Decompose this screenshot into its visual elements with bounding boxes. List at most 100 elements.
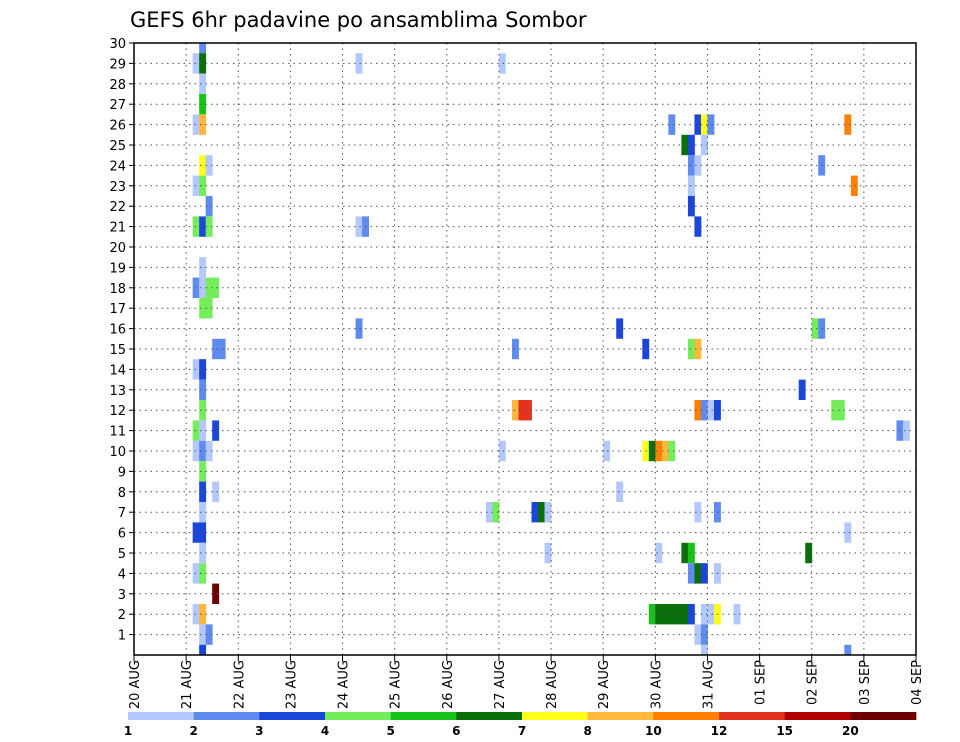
colorbar-label: 12: [711, 724, 728, 738]
precip-cell: [199, 216, 207, 237]
y-tick-label: 15: [109, 343, 126, 358]
precip-cell: [655, 440, 663, 462]
precip-cell: [199, 94, 207, 115]
colorbar-swatch: [390, 712, 457, 720]
precip-cell: [205, 440, 213, 462]
precip-cell: [837, 400, 845, 421]
colorbar-swatch: [259, 712, 326, 720]
y-tick-label: 6: [118, 527, 126, 542]
precip-cell: [700, 400, 708, 421]
colorbar-label: 5: [386, 724, 394, 738]
colorbar-swatch: [193, 712, 260, 720]
colorbar-label: 4: [321, 724, 329, 738]
precip-cell: [694, 155, 702, 176]
precip-cell: [661, 604, 669, 625]
precip-cell: [199, 114, 207, 135]
precip-cell: [674, 604, 682, 625]
precip-cell: [844, 644, 852, 655]
precip-cell: [192, 216, 200, 237]
precip-cell: [525, 400, 532, 421]
x-tick-label: 20 AUG: [128, 660, 143, 709]
precip-cell: [199, 155, 207, 176]
precip-cell: [687, 155, 695, 176]
precip-cell: [485, 502, 493, 523]
precip-cell: [544, 502, 552, 523]
precip-cell: [192, 522, 200, 543]
y-tick-label: 8: [118, 486, 126, 501]
colorbar-label: 10: [645, 724, 662, 738]
precip-cell: [192, 563, 200, 584]
precip-cell: [199, 624, 207, 645]
precip-cell: [603, 440, 611, 462]
precip-cell: [902, 420, 910, 441]
precip-cell: [694, 400, 702, 421]
precip-cell: [355, 318, 363, 339]
y-tick-label: 17: [109, 302, 126, 317]
colorbar-label: 8: [583, 724, 591, 738]
x-tick-label: 26 AUG: [441, 660, 456, 709]
y-tick-label: 2: [118, 608, 126, 623]
precip-cell: [355, 216, 363, 237]
precip-cell: [655, 542, 663, 564]
x-tick-label: 22 AUG: [232, 660, 247, 709]
precip-cell: [199, 175, 207, 196]
chart-title: GEFS 6hr padavine po ansamblima Sombor: [130, 8, 587, 32]
precip-cell: [199, 359, 207, 380]
colorbar-swatch: [653, 712, 720, 720]
x-tick-label: 02 SEP: [806, 660, 821, 705]
precip-cell: [518, 400, 526, 421]
y-tick-label: 29: [109, 57, 126, 72]
colorbar-label: 7: [518, 724, 526, 738]
precip-cell: [212, 481, 220, 502]
y-axis: 1234567891011121314151617181920212223242…: [109, 37, 134, 644]
precip-cell: [199, 379, 207, 400]
y-tick-label: 19: [109, 261, 126, 276]
grid-lines: [134, 43, 916, 655]
precip-cell: [700, 624, 708, 645]
y-tick-label: 7: [118, 506, 126, 521]
y-tick-label: 16: [109, 323, 126, 338]
precip-cell: [212, 277, 220, 298]
colorbar-label: 20: [842, 724, 859, 738]
colorbar-swatch: [456, 712, 523, 720]
precip-cell: [511, 338, 519, 360]
x-tick-label: 03 SEP: [858, 660, 873, 705]
precip-cell: [668, 114, 676, 135]
precip-cell: [694, 563, 702, 584]
x-tick-label: 27 AUG: [493, 660, 508, 709]
x-tick-label: 24 AUG: [337, 660, 352, 709]
y-tick-label: 28: [109, 78, 126, 93]
precip-cell: [511, 400, 519, 421]
precip-cell: [700, 604, 708, 625]
y-tick-label: 20: [109, 241, 126, 256]
colorbar-swatch: [784, 712, 851, 720]
precip-cell: [694, 114, 702, 135]
x-tick-label: 29 AUG: [597, 660, 612, 709]
y-tick-label: 27: [109, 98, 126, 113]
precip-cell: [199, 604, 207, 625]
y-tick-label: 14: [109, 363, 126, 378]
precip-cell: [616, 318, 624, 339]
x-axis: 20 AUG 21 AUG 22 AUG 23 AUG 24 AUG 25 AUG 26 A…: [128, 655, 925, 709]
precip-cell: [199, 277, 207, 298]
precip-cell: [687, 542, 695, 564]
precip-cell: [811, 318, 819, 339]
precip-cell: [707, 604, 715, 625]
x-tick-label: 21 AUG: [180, 660, 195, 709]
precip-cell: [199, 563, 207, 584]
precip-cell: [199, 481, 207, 502]
precip-cell: [492, 502, 500, 523]
precip-cell: [733, 604, 741, 625]
precip-cell: [199, 440, 207, 462]
precip-cell: [844, 522, 852, 543]
precip-cell: [212, 420, 220, 441]
precip-cell: [531, 502, 539, 523]
y-tick-label: 22: [109, 200, 126, 215]
colorbar-label: 2: [189, 724, 197, 738]
precip-cell: [192, 175, 200, 196]
precip-cell: [199, 257, 207, 278]
precip-cell: [687, 196, 695, 217]
precip-cell: [707, 114, 715, 135]
precip-cell: [850, 175, 858, 196]
colorbar-label: 3: [255, 724, 263, 738]
